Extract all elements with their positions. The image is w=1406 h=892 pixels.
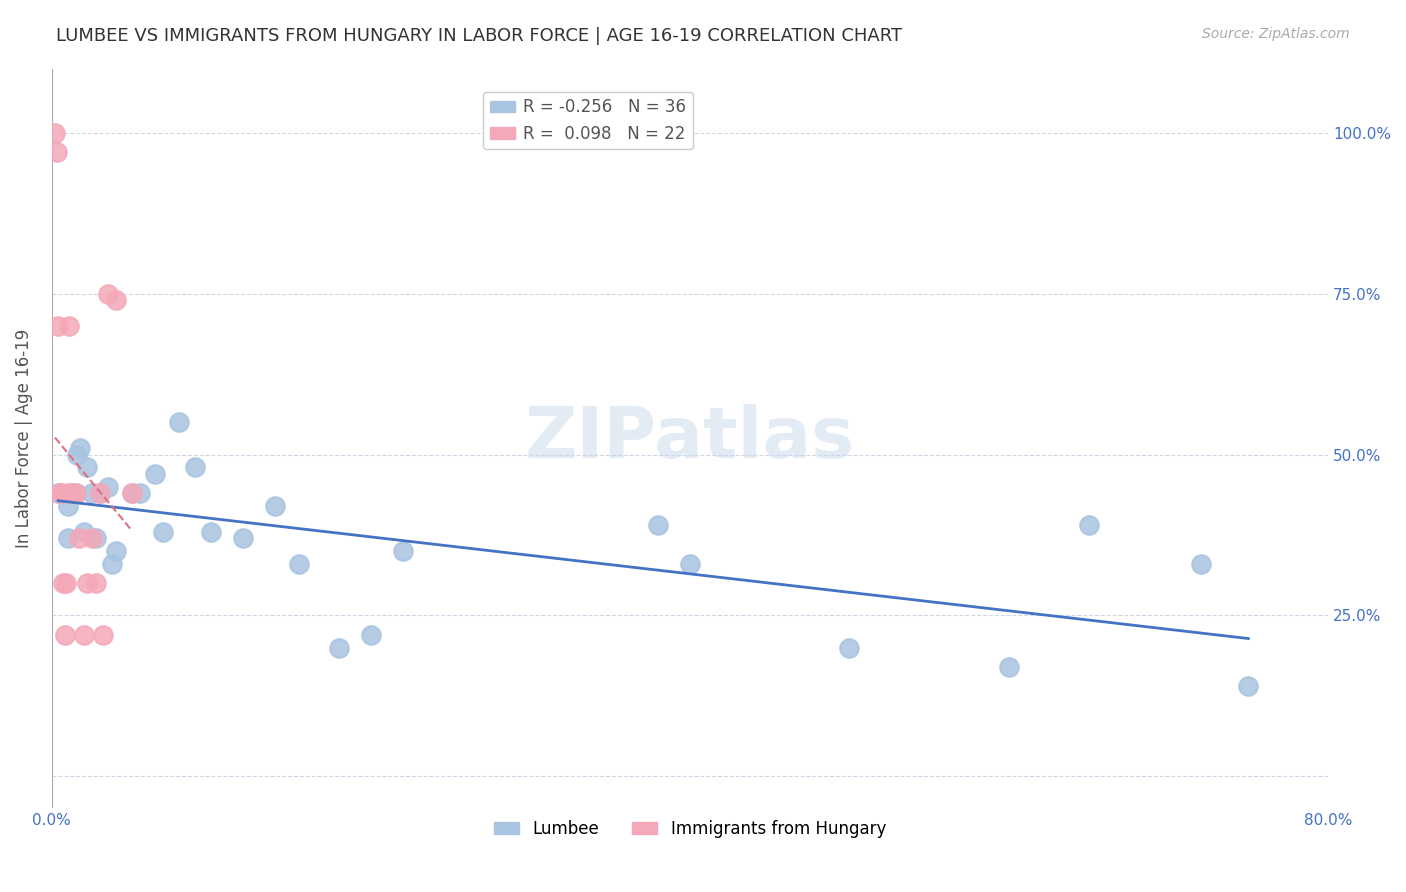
Point	[1077, 518, 1099, 533]
Point	[104, 544, 127, 558]
Point	[104, 293, 127, 307]
Point	[328, 640, 350, 655]
Point	[80, 486, 103, 500]
Point	[128, 486, 150, 500]
Point	[48, 486, 70, 500]
Point	[46, 486, 69, 500]
Point	[80, 531, 103, 545]
Point	[89, 486, 111, 500]
Point	[998, 660, 1021, 674]
Point	[48, 486, 70, 500]
Point	[86, 531, 108, 545]
Point	[184, 460, 207, 475]
Point	[89, 486, 111, 500]
Text: ZIPatlas: ZIPatlas	[524, 404, 855, 473]
Point	[66, 448, 89, 462]
Text: Source: ZipAtlas.com: Source: ZipAtlas.com	[1202, 27, 1350, 41]
Point	[647, 518, 669, 533]
Point	[69, 441, 91, 455]
Point	[53, 628, 76, 642]
Point	[288, 557, 311, 571]
Point	[838, 640, 860, 655]
Legend: Lumbee, Immigrants from Hungary: Lumbee, Immigrants from Hungary	[488, 814, 893, 845]
Point	[73, 628, 96, 642]
Point	[97, 480, 120, 494]
Point	[73, 524, 96, 539]
Point	[59, 486, 82, 500]
Point	[200, 524, 222, 539]
Point	[360, 628, 382, 642]
Point	[56, 499, 79, 513]
Point	[97, 286, 120, 301]
Point	[76, 460, 98, 475]
Point	[1237, 679, 1260, 693]
Point	[1189, 557, 1212, 571]
Point	[76, 576, 98, 591]
Point	[391, 544, 413, 558]
Point	[56, 531, 79, 545]
Point	[46, 318, 69, 333]
Point	[169, 416, 191, 430]
Point	[121, 486, 143, 500]
Point	[44, 126, 66, 140]
Point	[264, 499, 287, 513]
Point	[58, 318, 80, 333]
Y-axis label: In Labor Force | Age 16-19: In Labor Force | Age 16-19	[15, 329, 32, 548]
Point	[45, 145, 67, 160]
Point	[67, 531, 90, 545]
Point	[145, 467, 167, 481]
Point	[65, 486, 87, 500]
Point	[65, 486, 87, 500]
Point	[101, 557, 124, 571]
Point	[232, 531, 254, 545]
Point	[62, 486, 84, 500]
Point	[55, 576, 77, 591]
Point	[52, 576, 75, 591]
Point	[679, 557, 702, 571]
Text: LUMBEE VS IMMIGRANTS FROM HUNGARY IN LABOR FORCE | AGE 16-19 CORRELATION CHART: LUMBEE VS IMMIGRANTS FROM HUNGARY IN LAB…	[56, 27, 903, 45]
Point	[56, 486, 79, 500]
Point	[121, 486, 143, 500]
Point	[86, 576, 108, 591]
Point	[152, 524, 174, 539]
Point	[51, 486, 73, 500]
Point	[91, 628, 114, 642]
